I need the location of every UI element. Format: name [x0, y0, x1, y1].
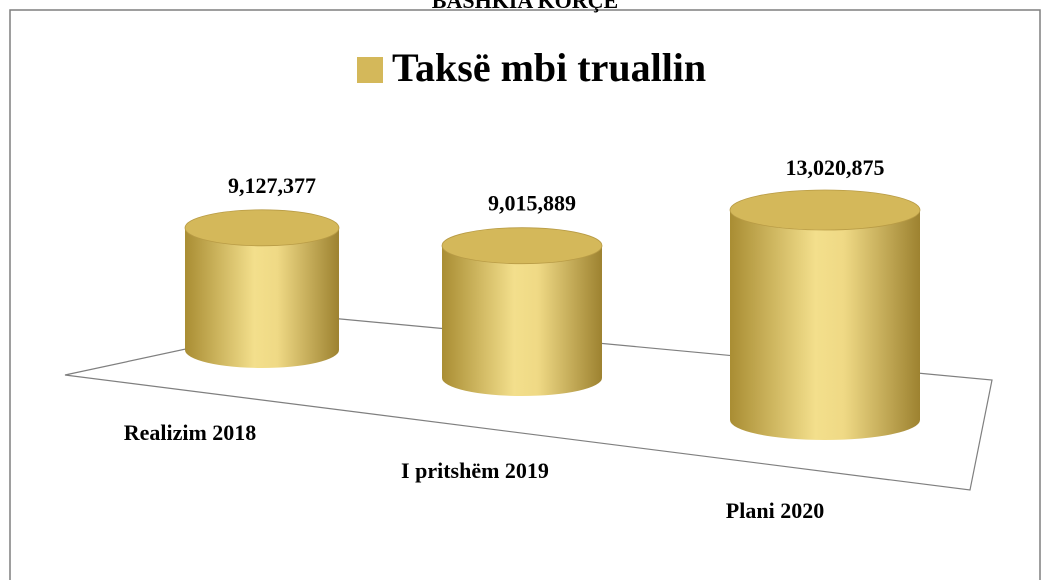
- chart-border: [9, 9, 1041, 580]
- bar-top: [184, 209, 340, 247]
- bar: [442, 245, 602, 396]
- value-label: 9,127,377: [228, 173, 316, 198]
- x-tick-label: Plani 2020: [726, 498, 824, 523]
- bar-top: [441, 227, 603, 265]
- x-tick-label: Realizim 2018: [124, 420, 257, 445]
- value-label: 9,015,889: [488, 191, 576, 216]
- page-header: BASHKIA KORÇË: [432, 0, 618, 13]
- bar: [730, 210, 920, 440]
- legend-label: Taksë mbi truallin: [392, 45, 706, 90]
- bar: [185, 227, 339, 368]
- bar-top: [729, 189, 921, 231]
- x-tick-label: I pritshëm 2019: [401, 458, 549, 483]
- legend-swatch: [357, 57, 383, 83]
- value-label: 13,020,875: [786, 155, 885, 180]
